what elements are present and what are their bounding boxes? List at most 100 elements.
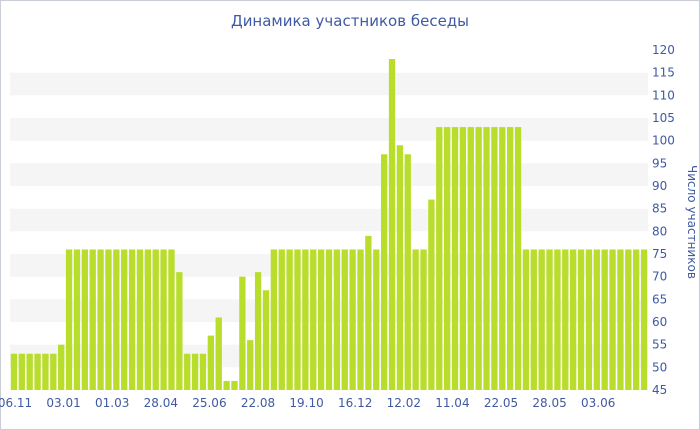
bar — [160, 249, 167, 390]
bar — [270, 249, 278, 390]
bar — [215, 317, 222, 390]
bar — [34, 353, 41, 390]
bar — [420, 249, 427, 390]
bar — [459, 127, 467, 390]
bar — [333, 249, 341, 390]
bar — [42, 353, 49, 390]
grid-band — [10, 163, 648, 186]
bar — [522, 249, 530, 390]
bar — [278, 249, 285, 390]
x-tick-label: 12.02 — [387, 396, 421, 410]
bar — [365, 235, 372, 390]
y-tick-label: 120 — [652, 43, 675, 57]
y-tick-label: 60 — [652, 315, 667, 329]
bar — [601, 249, 608, 390]
bar — [121, 249, 128, 390]
bar — [144, 249, 151, 390]
x-tick-label: 11.04 — [435, 396, 469, 410]
y-tick-label: 75 — [652, 247, 667, 261]
bar — [97, 249, 104, 390]
x-tick-label: 03.06 — [581, 396, 615, 410]
bar — [254, 272, 262, 390]
y-tick-label: 65 — [652, 292, 667, 306]
x-tick-label: 25.06 — [192, 396, 226, 410]
bar — [609, 249, 616, 390]
grid-band — [10, 72, 648, 96]
bar — [73, 249, 81, 390]
x-tick-label: 01.03 — [95, 396, 129, 410]
bar — [294, 249, 301, 390]
x-tick-label: 28.05 — [532, 396, 566, 410]
bar — [396, 145, 404, 390]
x-tick-label: 19.10 — [289, 396, 323, 410]
bar — [538, 249, 545, 390]
bar — [247, 340, 254, 390]
y-tick-label: 90 — [652, 179, 667, 193]
bar — [128, 249, 136, 390]
x-tick-label: 28.04 — [144, 396, 178, 410]
bar — [349, 249, 356, 390]
bar — [483, 127, 490, 390]
bar — [633, 249, 640, 390]
y-tick-label: 70 — [652, 270, 667, 284]
bar — [105, 249, 112, 390]
x-tick-label: 22.08 — [241, 396, 275, 410]
bar — [617, 249, 624, 390]
y-tick-label: 55 — [652, 338, 667, 352]
bar — [475, 127, 482, 390]
bar — [412, 249, 419, 390]
y-tick-label: 100 — [652, 134, 675, 148]
bar — [176, 272, 183, 390]
bar — [451, 127, 459, 390]
bar — [231, 380, 238, 390]
x-tick-label: 06.11 — [0, 396, 32, 410]
bar — [50, 353, 57, 390]
bar — [436, 127, 443, 390]
x-tick-label: 16.12 — [338, 396, 372, 410]
bar — [168, 249, 175, 390]
bar — [467, 127, 474, 390]
bar — [404, 154, 411, 390]
bar — [223, 380, 230, 390]
bar — [499, 127, 506, 390]
bar — [380, 154, 388, 390]
bar — [207, 335, 214, 390]
bar — [152, 249, 159, 390]
bar — [199, 353, 207, 390]
bar — [113, 249, 120, 390]
bar — [373, 249, 380, 390]
y-tick-label: 115 — [652, 66, 675, 80]
bar — [89, 249, 96, 390]
bar — [428, 199, 435, 390]
y-tick-label: 105 — [652, 111, 675, 125]
bar — [554, 249, 561, 390]
bar — [325, 249, 333, 390]
bar — [357, 249, 364, 390]
bar — [507, 127, 514, 390]
bar — [491, 127, 498, 390]
bar — [640, 249, 648, 390]
bar — [562, 249, 569, 390]
bar — [625, 249, 632, 390]
bar — [310, 249, 317, 390]
y-tick-label: 110 — [652, 88, 675, 102]
bar — [18, 353, 25, 390]
bar — [81, 249, 88, 390]
bar — [341, 249, 348, 390]
bar — [530, 249, 537, 390]
y-tick-label: 95 — [652, 156, 667, 170]
bar — [302, 249, 309, 390]
x-tick-label: 22.05 — [484, 396, 518, 410]
bar — [593, 249, 600, 390]
bar — [577, 249, 585, 390]
grid-band — [10, 118, 648, 141]
bar — [514, 127, 522, 390]
bar — [317, 249, 325, 390]
grid-band — [10, 208, 648, 232]
y-axis-label: Число участников — [685, 165, 699, 279]
bar — [239, 276, 246, 390]
y-tick-label: 45 — [652, 383, 667, 397]
y-tick-label: 50 — [652, 360, 667, 374]
x-tick-label: 03.01 — [46, 396, 80, 410]
